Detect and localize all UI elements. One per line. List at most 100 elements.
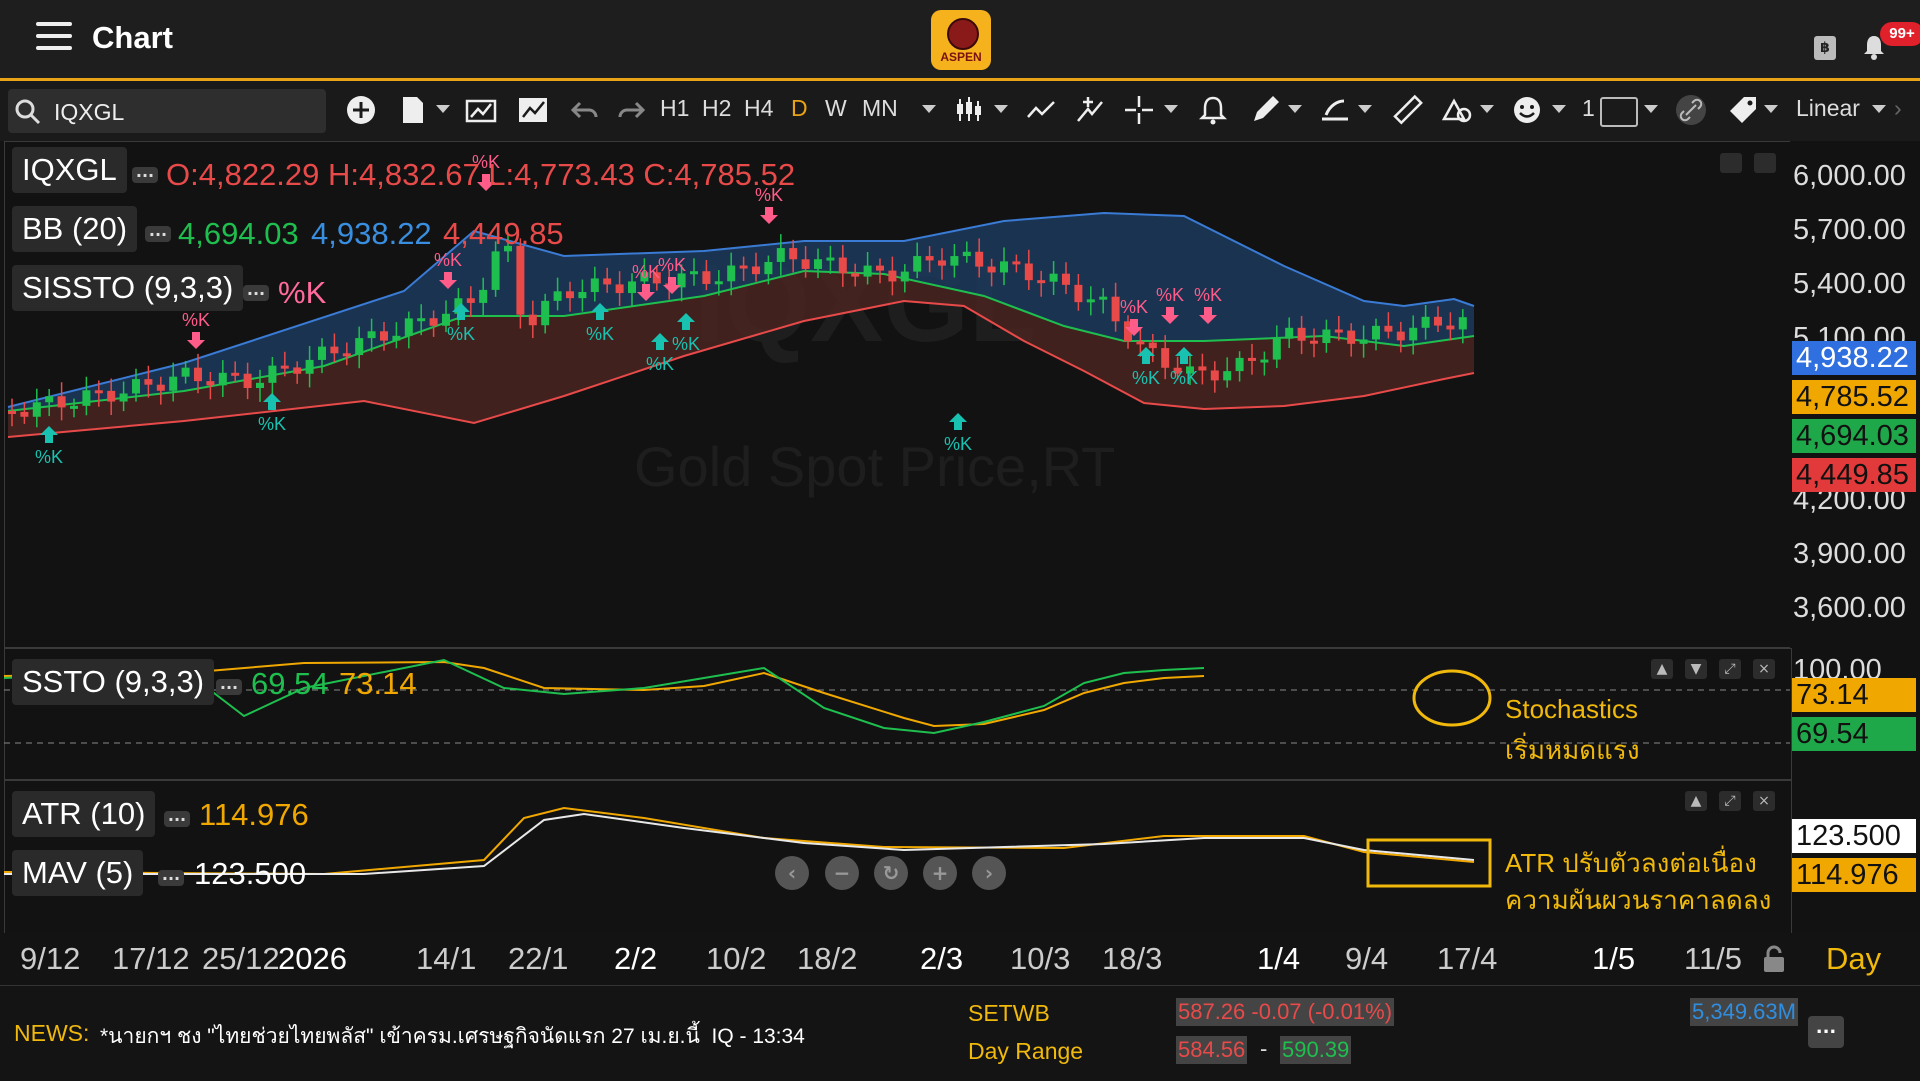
brush-icon[interactable] — [1318, 93, 1352, 127]
candle — [789, 248, 798, 260]
wallet-icon[interactable]: ฿ — [1814, 36, 1836, 60]
alert-icon[interactable] — [1196, 93, 1230, 127]
candles-icon[interactable] — [952, 93, 986, 127]
crosshair-icon[interactable] — [1122, 93, 1156, 127]
redo-icon[interactable] — [614, 93, 648, 127]
legend-atr[interactable]: ATR (10) — [12, 791, 156, 837]
timeframe-caret-icon[interactable] — [922, 105, 936, 113]
timeframe-mn[interactable]: MN — [862, 95, 898, 121]
candle — [1161, 348, 1170, 368]
legend-ssto[interactable]: SSTO (9,3,3) — [12, 659, 215, 705]
ssto-canvas[interactable] — [4, 648, 1790, 778]
link-icon[interactable] — [1674, 93, 1708, 127]
symbol-input[interactable] — [52, 95, 316, 129]
bb-lower-tag: 4,449.85 — [1792, 458, 1916, 492]
candle — [628, 281, 636, 294]
tag-icon[interactable] — [1726, 93, 1760, 127]
scroll-right-icon[interactable]: › — [1894, 95, 1902, 121]
scroll-right-button[interactable]: › — [972, 856, 1006, 890]
scale-select[interactable]: Linear — [1796, 95, 1860, 121]
scroll-left-button[interactable]: ‹ — [775, 856, 809, 890]
time-axis[interactable]: 9/12 17/12 25/12 2026 14/1 22/1 2/2 10/2… — [0, 933, 1920, 985]
emoji-icon[interactable] — [1510, 93, 1544, 127]
shapes-icon[interactable] — [1440, 93, 1474, 127]
candle — [417, 318, 426, 322]
brush-caret-icon[interactable] — [1358, 105, 1372, 113]
signal-up-label: %K — [258, 414, 286, 434]
symbol-search[interactable] — [8, 89, 326, 133]
atr-canvas[interactable] — [4, 780, 1790, 932]
atr-maximize-button[interactable]: ⤢ — [1719, 791, 1741, 811]
lock-icon[interactable] — [1762, 945, 1786, 973]
indicator-icon[interactable] — [1024, 93, 1058, 127]
sissto-options-button[interactable]: ... — [243, 282, 269, 301]
timeframe-h2[interactable]: H2 — [702, 95, 732, 121]
emoji-caret-icon[interactable] — [1552, 105, 1566, 113]
hamburger-menu-icon[interactable] — [36, 22, 72, 52]
reset-button[interactable]: ↻ — [874, 856, 908, 890]
crosshair-caret-icon[interactable] — [1164, 105, 1178, 113]
page-title: Chart — [92, 20, 173, 55]
scale-caret-icon[interactable] — [1872, 105, 1886, 113]
panel-down-button[interactable] — [1720, 153, 1742, 173]
ssto-panel[interactable] — [4, 648, 1792, 780]
range-separator: - — [1260, 1036, 1268, 1061]
symbol-options-button[interactable]: ... — [132, 164, 158, 183]
price-axis[interactable] — [1790, 141, 1920, 933]
tag-caret-icon[interactable] — [1764, 105, 1778, 113]
timeframe-d[interactable]: D — [791, 95, 808, 121]
period-selector[interactable]: Day — [1826, 941, 1882, 976]
price-chart-canvas[interactable]: IQXGL Gold Spot Price,RT %K%K%K%K%K%K%K%… — [4, 141, 1790, 646]
color-swatch[interactable] — [1600, 97, 1638, 127]
atr-options-button[interactable]: ... — [164, 808, 190, 827]
template-icon[interactable] — [396, 93, 430, 127]
atr-close-button[interactable]: × — [1753, 791, 1775, 811]
candle — [1458, 317, 1467, 330]
atr-annotation-line2: ความผันผวนราคาลดลง — [1505, 885, 1772, 915]
line-width-value[interactable]: 1 — [1582, 95, 1595, 121]
bb-lower-line — [7, 299, 1475, 438]
candles-caret-icon[interactable] — [994, 105, 1008, 113]
notification-badge[interactable]: 99+ — [1880, 22, 1920, 46]
add-icon[interactable] — [344, 93, 378, 127]
bb-lower-value: 4,449.85 — [443, 216, 564, 251]
news-headline[interactable]: *นายกฯ ชง "ไทยช่วยไทยพลัส" เข้าครม.เศรษฐ… — [100, 1025, 805, 1048]
day-high: 590.39 — [1280, 1036, 1352, 1064]
ssto-up-button[interactable]: ▲ — [1651, 659, 1673, 679]
candle — [429, 318, 438, 326]
pencil-icon[interactable] — [1248, 93, 1282, 127]
legend-sissto[interactable]: SISSTO (9,3,3) — [12, 265, 244, 311]
ssto-options-button[interactable]: ... — [216, 676, 242, 695]
arrow-down-icon — [1199, 307, 1217, 324]
bell-icon[interactable] — [1862, 34, 1886, 60]
panel-maximize-button[interactable] — [1754, 153, 1776, 173]
zoom-out-button[interactable]: − — [825, 856, 859, 890]
ssto-close-button[interactable]: × — [1753, 659, 1775, 679]
bb-options-button[interactable]: ... — [145, 223, 171, 242]
arrow-up-icon — [40, 426, 58, 443]
compare-icon[interactable] — [1072, 93, 1106, 127]
ticker-symbol[interactable]: SETWB — [968, 1000, 1050, 1026]
candle — [987, 266, 996, 273]
timeframe-w[interactable]: W — [825, 95, 847, 121]
zoom-in-button[interactable]: + — [923, 856, 957, 890]
shapes-caret-icon[interactable] — [1480, 105, 1494, 113]
chart-type-icon[interactable] — [516, 93, 550, 127]
ssto-maximize-button[interactable]: ⤢ — [1719, 659, 1741, 679]
folder-chart-icon[interactable] — [464, 93, 498, 127]
timeframe-h4[interactable]: H4 — [744, 95, 774, 121]
ssto-down-button[interactable]: ▼ — [1685, 659, 1707, 679]
atr-up-button[interactable]: ▲ — [1685, 791, 1707, 811]
legend-mav[interactable]: MAV (5) — [12, 850, 144, 896]
pencil-caret-icon[interactable] — [1288, 105, 1302, 113]
undo-icon[interactable] — [568, 93, 602, 127]
ruler-icon[interactable] — [1390, 93, 1424, 127]
timeframe-h1[interactable]: H1 — [660, 95, 690, 121]
more-options-button[interactable]: ... — [1808, 1016, 1844, 1048]
legend-bb[interactable]: BB (20) — [12, 206, 138, 252]
candle — [640, 272, 649, 282]
legend-symbol[interactable]: IQXGL — [12, 147, 127, 193]
color-caret-icon[interactable] — [1644, 105, 1658, 113]
mav-options-button[interactable]: ... — [158, 867, 184, 886]
template-caret-icon[interactable] — [436, 105, 450, 113]
